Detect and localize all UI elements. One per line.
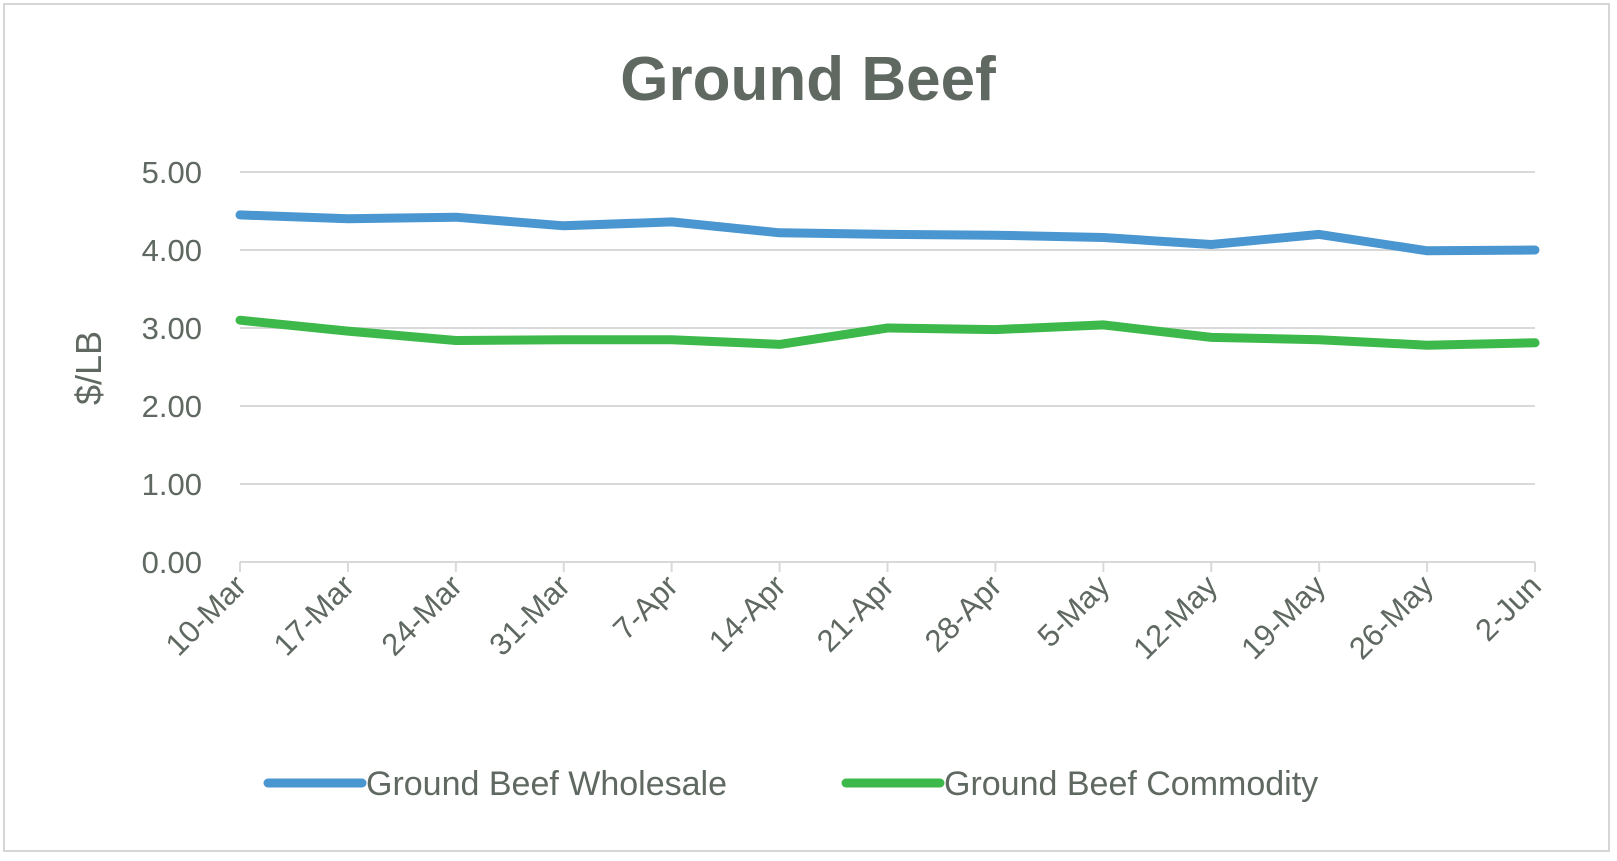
chart-title: Ground Beef — [620, 45, 996, 114]
y-tick-label: 3.00 — [142, 311, 202, 346]
series-line-1 — [235, 210, 1540, 256]
x-tick-label: 7-Apr — [606, 568, 684, 646]
x-tick-label: 5-May — [1031, 568, 1117, 654]
x-tick-label: 24-Mar — [375, 568, 469, 662]
y-tick-label: 4.00 — [142, 233, 202, 268]
y-axis-label: $/LB — [68, 331, 109, 405]
y-tick-label: 1.00 — [142, 467, 202, 502]
x-tick-label: 19-May — [1234, 568, 1332, 666]
x-tick-label: 26-May — [1342, 568, 1440, 666]
x-tick-label: 31-Mar — [483, 568, 577, 662]
x-tick-label: 21-Apr — [810, 568, 901, 659]
series-lines — [235, 210, 1540, 350]
x-tick-label: 14-Apr — [702, 568, 793, 659]
x-tick-label: 17-Mar — [267, 568, 361, 662]
legend-label: Ground Beef Wholesale — [366, 765, 727, 803]
y-tick-label: 0.00 — [142, 545, 202, 580]
chart-frame — [3, 3, 1610, 852]
legend-label: Ground Beef Commodity — [944, 765, 1318, 803]
legend: Ground Beef Wholesale Ground Beef Commodi… — [263, 765, 1318, 803]
gridlines — [240, 171, 1535, 485]
x-tick-label: 28-Apr — [918, 568, 1009, 659]
x-tick-label: 2-Jun — [1468, 568, 1548, 648]
y-tick-label: 2.00 — [142, 389, 202, 424]
x-tick-label: 12-May — [1126, 568, 1224, 666]
x-axis-ticks: 10-Mar 17-Mar 24-Mar 31-Mar 7-Apr 14-Apr 21-Ap… — [159, 562, 1548, 666]
x-tick-label: 10-Mar — [159, 568, 253, 662]
y-axis-ticks: 0.00 1.00 2.00 3.00 4.00 5.00 — [142, 155, 202, 580]
series-line-2 — [235, 315, 1540, 350]
y-tick-label: 5.00 — [142, 155, 202, 190]
